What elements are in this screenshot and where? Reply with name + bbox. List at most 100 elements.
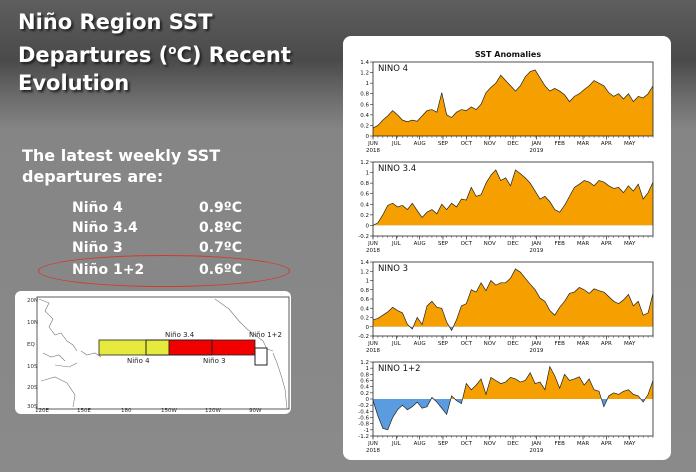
latest-region: Niño 3.4: [72, 220, 138, 236]
year-label: 2019: [529, 448, 543, 454]
lat-label: 30S: [27, 404, 38, 410]
y-tick-label: -1.2: [358, 434, 369, 440]
latest-value: 0.8ºC: [199, 220, 242, 236]
year-label: 2018: [366, 448, 380, 454]
y-tick-label: 0.2: [360, 213, 369, 219]
y-tick-label: 0.8: [360, 372, 369, 378]
x-tick-label: FEB: [554, 441, 565, 447]
year-label: 2019: [529, 148, 543, 154]
subtitle-line-2: departures are:: [22, 167, 164, 186]
latest-value: 0.7ºC: [199, 240, 242, 256]
title-line-1: Niño Region SST: [18, 10, 213, 34]
x-tick-label: DEC: [507, 341, 519, 347]
lon-label: 120E: [35, 408, 49, 414]
nino12-region: [254, 347, 268, 366]
y-tick-label: 0.6: [360, 102, 369, 108]
series-line: [373, 69, 653, 129]
positive-area: [373, 366, 653, 399]
y-tick-label: 0: [366, 397, 370, 403]
lon-label: 120W: [205, 408, 221, 414]
panel-3: 1.210.80.60.40.20-0.2-0.4-0.6-0.8-1-1.2J…: [358, 360, 654, 454]
x-tick-label: JUL: [391, 241, 402, 247]
lat-label: 20N: [27, 298, 38, 304]
positive-area: [373, 268, 653, 327]
panel-name: NINO 3: [378, 264, 408, 274]
y-tick-label: 0.6: [360, 192, 369, 198]
y-tick-label: -0.8: [358, 422, 369, 428]
subtitle: The latest weekly SST departures are:: [22, 145, 282, 187]
y-tick-label: 1: [366, 279, 370, 285]
x-tick-label: SEP: [438, 441, 449, 447]
slide-title: Niño Region SST Departures (oC) Recent E…: [18, 8, 318, 97]
x-tick-label: AUG: [414, 441, 426, 447]
coastlines: [38, 298, 288, 410]
chart-title: SST Anomalies: [475, 50, 541, 59]
lon-axis: 120E 150E 180 150W 120W 90W: [35, 408, 262, 414]
y-tick-label: 0.4: [360, 385, 369, 391]
y-tick-label: 0: [366, 325, 370, 331]
x-tick-label: JAN: [531, 141, 541, 147]
x-tick-label: AUG: [414, 241, 426, 247]
y-tick-label: 1.2: [360, 71, 369, 77]
nino34-region: [145, 339, 213, 356]
x-tick-label: MAR: [577, 241, 590, 247]
x-tick-label: MAR: [577, 341, 590, 347]
panel-name: NINO 1+2: [378, 364, 421, 374]
x-tick-label: APR: [601, 141, 612, 147]
positive-area: [373, 169, 653, 226]
x-tick-label: FEB: [554, 241, 565, 247]
positive-area: [373, 69, 653, 136]
sst-anomalies-chart-card: SST Anomalies 1.4 1.2 1 0.8 0.6 0.4 0.2 0 JUN JUL…: [343, 36, 671, 460]
y-tick-label: 1.2: [360, 160, 369, 166]
y-tick-label: 1: [366, 366, 370, 372]
y-tick-label: 1.4: [360, 60, 369, 66]
x-tick-label: JAN: [531, 341, 541, 347]
x-tick-label: JUL: [391, 141, 402, 147]
x-tick-label: JUN: [367, 341, 378, 347]
x-tick-label: OCT: [461, 441, 473, 447]
coast-south-america: [272, 352, 288, 410]
nino4-label: Niño 4: [127, 357, 150, 365]
x-tick-label: APR: [601, 241, 612, 247]
y-tick-label: 1.4: [360, 260, 369, 266]
series-line: [373, 268, 653, 332]
y-tick-label: 1.2: [360, 269, 369, 275]
lat-label: EQ: [27, 342, 35, 348]
y-tick-label: 1.2: [360, 360, 369, 366]
x-tick-label: JUN: [367, 141, 378, 147]
highlight-ellipse: [38, 255, 290, 287]
x-tick-label: JUN: [367, 441, 378, 447]
x-tick-label: DEC: [507, 441, 519, 447]
y-tick-label: 0.8: [360, 181, 369, 187]
y-tick-label: 0: [366, 223, 370, 229]
year-label: 2018: [366, 248, 380, 254]
series-line: [373, 365, 653, 431]
x-tick-label: APR: [601, 441, 612, 447]
nino4-region: [98, 339, 170, 356]
panel-area-group: [373, 268, 653, 332]
x-tick-label: OCT: [461, 341, 473, 347]
title-line-2-pre: Departures (: [18, 43, 169, 67]
x-tick-label: NOV: [484, 441, 496, 447]
x-tick-label: OCT: [461, 141, 473, 147]
y-tick-label: 0.6: [360, 297, 369, 303]
title-line-3: Evolution: [18, 71, 130, 95]
y-tick-label: -0.2: [358, 234, 369, 240]
lon-label: 90W: [249, 408, 262, 414]
x-tick-label: SEP: [438, 241, 449, 247]
y-tick-label: -1: [364, 428, 369, 434]
nino34-label: Niño 3.4: [165, 331, 195, 339]
x-tick-label: MAY: [624, 241, 636, 247]
lon-label: 180: [121, 408, 132, 414]
coast-islands: [42, 350, 102, 368]
x-tick-label: JUL: [391, 341, 402, 347]
lon-label: 150E: [77, 408, 91, 414]
panel-name: NINO 3.4: [378, 164, 416, 174]
panel-area-group: [373, 169, 653, 226]
y-tick-label: 0.4: [360, 306, 369, 312]
x-tick-label: OCT: [461, 241, 473, 247]
map-svg: 20N 10N EQ 10S 20S 30S 120E 150E 180 150…: [27, 296, 290, 414]
